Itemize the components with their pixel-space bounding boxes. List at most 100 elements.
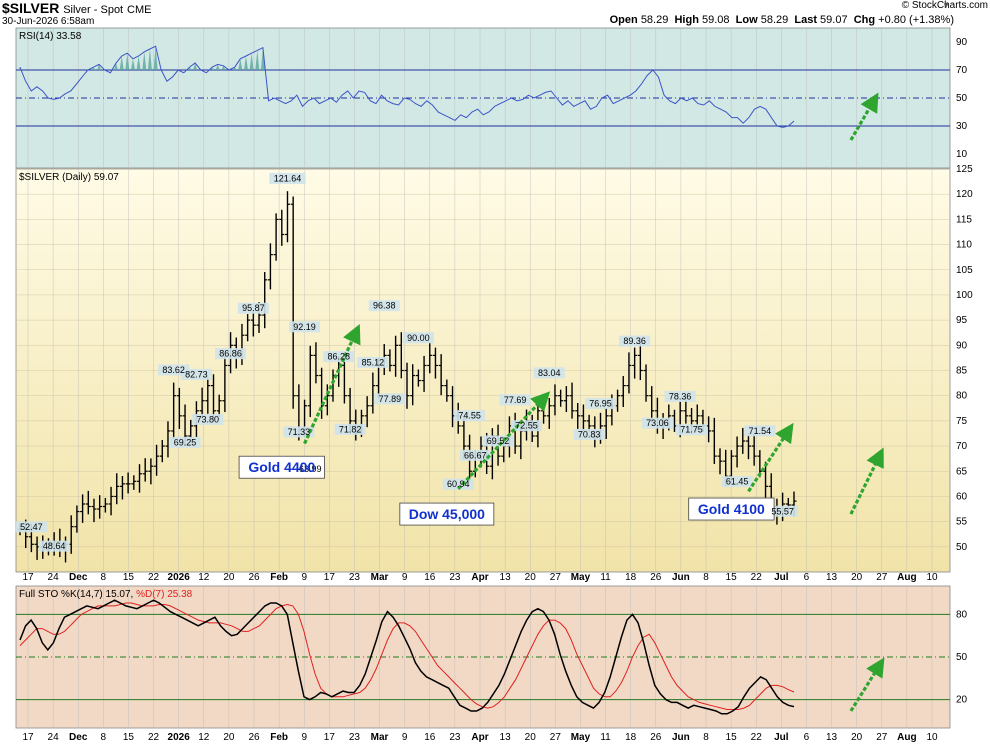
x-tick-label: 20 — [851, 732, 863, 743]
price-label: 77.89 — [379, 394, 402, 404]
price-y-tick: 90 — [956, 340, 968, 351]
x-tick-label: Mar — [371, 732, 389, 743]
price-label-bg — [334, 423, 366, 435]
x-tick-label: 20 — [525, 732, 537, 743]
price-legend: $SILVER (Daily) 59.07 — [19, 172, 119, 183]
x-tick-label: 26 — [650, 732, 662, 743]
sto-panel — [15, 585, 951, 729]
price-y-tick: 110 — [956, 240, 972, 251]
chart-date: 30-Jun-2026 6:58am — [2, 16, 95, 27]
x-tick-label: 27 — [876, 732, 888, 743]
price-label-bg — [237, 302, 269, 314]
rsi-y-tick: 50 — [956, 93, 968, 104]
sto-legend-k: Full STO %K(14,7) 15.07, — [19, 589, 136, 600]
price-label-bg — [641, 417, 673, 429]
open-label: Open — [609, 14, 638, 26]
price-y-tick: 70 — [956, 441, 968, 452]
rsi-y-tick: 70 — [956, 65, 968, 76]
trend-arrow — [849, 92, 879, 141]
price-y-tick: 85 — [956, 366, 968, 377]
price-label-bg — [442, 478, 474, 490]
price-label: 83.62 — [162, 365, 185, 375]
low-label: Low — [735, 14, 758, 26]
price-y-tick: 100 — [956, 290, 973, 301]
rsi-overbought-fill — [18, 46, 265, 70]
x-tick-label: Feb — [270, 732, 288, 743]
price-label-bg — [38, 540, 70, 552]
x-tick-label: 27 — [550, 732, 562, 743]
price-label: 92.19 — [293, 322, 316, 332]
x-tick-label: 20 — [525, 572, 537, 583]
price-label: 86.28 — [327, 352, 350, 362]
rsi-legend: RSI(14) 33.58 — [19, 31, 82, 42]
x-tick-label: Aug — [897, 732, 916, 743]
x-tick-label: 15 — [726, 732, 738, 743]
x-tick-label: 10 — [926, 732, 938, 743]
x-tick-label: 8 — [703, 572, 709, 583]
price-label-bg — [767, 505, 799, 517]
price-label-bg — [482, 435, 514, 447]
price-label-bg — [402, 332, 434, 344]
trend-arrow — [457, 391, 551, 490]
x-tick-label: 24 — [48, 572, 60, 583]
trend-arrow — [303, 324, 361, 445]
x-tick-label: 24 — [48, 732, 60, 743]
trend-arrow — [747, 422, 794, 493]
sto-k-line — [19, 599, 795, 715]
x-tick-label: 22 — [751, 572, 763, 583]
price-label: 72.55 — [515, 421, 538, 431]
sto-y-tick: 80 — [956, 609, 968, 620]
price-label: 71.54 — [749, 426, 772, 436]
x-tick-label: 13 — [500, 572, 512, 583]
price-label: 63.99 — [299, 464, 322, 474]
price-label: 85.12 — [362, 357, 385, 367]
quote-summary: Open 58.29 High 59.08 Low 58.29 Last 59.… — [610, 14, 954, 26]
rsi-panel — [15, 27, 951, 169]
x-tick-label: 17 — [22, 572, 34, 583]
x-tick-label: 20 — [851, 572, 863, 583]
last-value: 59.07 — [820, 14, 848, 26]
price-label-bg — [459, 449, 491, 461]
callout-text: Dow 45,000 — [409, 506, 485, 522]
callout-text: Gold 4400 — [248, 459, 315, 475]
chg-label: Chg — [853, 14, 876, 26]
price-label-bg — [283, 426, 315, 438]
x-tick-label: 9 — [301, 572, 307, 583]
x-tick-label: 20 — [223, 732, 235, 743]
brand-text: © StockCharts.com — [901, 0, 988, 11]
price-label: 71.33 — [288, 427, 311, 437]
x-tick-label: May — [571, 732, 591, 743]
price-label-bg — [573, 428, 605, 440]
price-label-bg — [533, 367, 565, 379]
price-label-bg — [744, 425, 776, 437]
price-label-bg — [357, 356, 389, 368]
price-label: 69.25 — [174, 437, 197, 447]
x-tick-label: 27 — [876, 572, 888, 583]
price-label: 77.69 — [504, 395, 527, 405]
x-tick-label: Mar — [371, 572, 389, 583]
brand-arrow-icon[interactable]: ▼ — [942, 1, 950, 10]
price-label-bg — [169, 436, 201, 448]
x-tick-label: 16 — [424, 572, 436, 583]
price-label: 66.67 — [464, 450, 487, 460]
price-label-bg — [215, 348, 247, 360]
price-label-bg — [323, 351, 355, 363]
price-label: 83.04 — [538, 368, 561, 378]
x-tick-label: 8 — [101, 572, 107, 583]
x-tick-label: 22 — [751, 732, 763, 743]
x-tick-label: 11 — [600, 572, 611, 583]
price-label: 89.36 — [623, 336, 646, 346]
rsi-line — [19, 45, 795, 128]
x-tick-label: 22 — [148, 732, 160, 743]
x-tick-label: 2026 — [168, 572, 191, 583]
price-label: 86.86 — [219, 349, 242, 359]
price-label: 48.64 — [43, 541, 66, 551]
high-label: High — [674, 14, 699, 26]
price-label: 61.45 — [726, 477, 749, 487]
price-y-tick: 60 — [956, 491, 968, 502]
price-label: 78.36 — [669, 391, 692, 401]
chart-title: $SILVER Silver - Spot CME — [2, 0, 151, 16]
x-tick-label: Aug — [897, 572, 916, 583]
x-tick-label: 26 — [248, 732, 260, 743]
